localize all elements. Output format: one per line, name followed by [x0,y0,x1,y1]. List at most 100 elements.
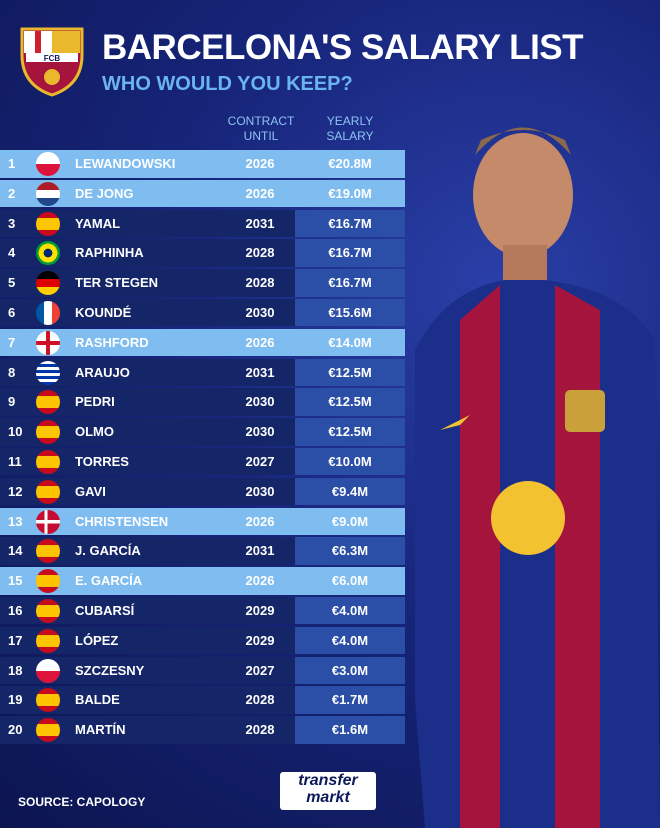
table: €20.8M 1 LEWANDOWSKI 2026 €19.0M 2 DE JONG 2026… [0,150,405,746]
player-name: CHRISTENSEN [75,513,169,529]
table-row: €12.5M 8 ARAUJO 2031 [0,358,405,387]
sal-cell: €6.3M [295,537,405,565]
crest-label: FCB [44,54,61,63]
contract-year: 2031 [245,543,275,559]
flag-icon [36,241,60,266]
table-row: €16.7M 3 YAMAL 2031 [0,209,405,238]
contract-year: 2026 [245,185,275,201]
sal-cell: €1.7M [295,686,405,714]
player-name: LEWANDOWSKI [75,156,176,171]
flag-icon [36,539,60,564]
contract-year: 2030 [245,483,275,499]
rank: 7 [8,334,16,350]
sal-cell: €3.0M [295,656,405,685]
rank: 5 [8,275,16,291]
contract-year: 2031 [245,215,275,231]
column-header: CONTRACT UNTIL [227,114,295,143]
rank: 20 [8,722,23,738]
table-row: €12.5M 10 OLMO 2030 [0,418,405,446]
contract-year: 2026 [245,573,275,589]
flag-icon [36,628,60,653]
player-name: J. GARCÍA [75,543,141,559]
sal-cell: €16.7M [295,209,405,238]
contract-year: 2029 [245,602,275,618]
contract-year: 2030 [245,304,275,320]
player-name: DE JONG [75,185,134,201]
player-name: KOUNDÉ [75,304,132,320]
player-name: E. GARCÍA [75,573,143,589]
flag-icon [36,330,60,355]
contract-year: 2028 [245,275,275,291]
player-name: TER STEGEN [75,275,159,291]
flag-icon [36,718,60,743]
flag-icon [36,271,60,296]
contract-year: 2029 [245,632,275,648]
flag-icon [36,509,60,534]
rank: 3 [8,215,16,231]
rank: 6 [8,304,16,320]
rank: 18 [8,662,23,678]
player-name: BALDE [75,692,120,708]
table-row: €14.0M 7 RASHFORD 2026 [0,328,405,357]
rank: 9 [8,394,16,410]
player-name: CUBARSÍ [75,602,135,618]
contract-year: 2031 [245,364,275,380]
table-row: €15.6M 6 KOUNDÉ 2030 [0,298,405,327]
table-row: €6.3M 14 J. GARCÍA 2031 [0,537,405,565]
player-name: RAPHINHA [75,245,144,261]
contract-year: 2027 [245,662,275,678]
player-name: PEDRI [75,394,115,410]
flag-icon [36,598,60,623]
sal-cell: €16.7M [295,239,405,267]
rank: 2 [8,185,16,201]
player-name: GAVI [75,483,106,499]
contract-year: 2028 [245,245,275,261]
contract-year: 2030 [245,424,275,440]
table-row: €9.4M 12 GAVI 2030 [0,477,405,506]
rank: 1 [8,156,16,171]
sal-cell: €9.4M [295,477,405,506]
sal-cell: €19.0M [328,185,372,201]
table-row: €6.0M 15 E. GARCÍA 2026 [0,567,405,595]
rank: 12 [8,483,23,499]
table-row: €3.0M 18 SZCZESNY 2027 [0,656,405,685]
rank: 14 [8,543,23,559]
rank: 17 [8,632,23,648]
flag-icon [36,181,60,206]
sal-cell: €20.8M [328,156,372,171]
flag-icon [36,420,60,445]
table-row: €1.6M 20 MARTÍN 2028 [0,716,405,744]
rank: 16 [8,602,23,618]
sal-cell: €1.6M [295,716,405,744]
contract-year: 2028 [245,722,275,738]
flag-icon [36,211,60,236]
rank: 13 [8,513,23,529]
table-row: €16.7M 5 TER STEGEN 2028 [0,269,405,297]
brand-text: transfer [298,772,358,789]
flag-icon [36,688,60,713]
flag-icon [36,449,60,474]
rank: 10 [8,424,23,440]
sal-cell: €14.0M [328,334,372,350]
table-row: €12.5M 9 PEDRI 2030 [0,388,405,416]
title: BARCELONA'S SALARY LIST [102,28,584,67]
contract-year: 2026 [245,513,275,529]
flag-icon [36,390,60,415]
table-row: €4.0M 17 LÓPEZ 2029 [0,626,405,655]
player-name: YAMAL [75,215,121,231]
rank: 4 [8,245,16,261]
flag-icon [36,569,60,594]
source: SOURCE: CAPOLOGY [18,795,146,809]
rank: 19 [8,692,23,708]
sal-cell: €4.0M [295,626,405,655]
column-header: YEARLY SALARY [326,114,374,143]
table-row: €9.0M 13 CHRISTENSEN 2026 [0,507,405,536]
table-row: €20.8M 1 LEWANDOWSKI 2026 [0,150,405,178]
subtitle: WHO WOULD YOU KEEP? [102,73,353,95]
table-row: €10.0M 11 TORRES 2027 [0,447,405,476]
sal-cell: €9.0M [331,513,369,529]
rank: 8 [8,364,16,380]
player-name: SZCZESNY [75,662,145,678]
